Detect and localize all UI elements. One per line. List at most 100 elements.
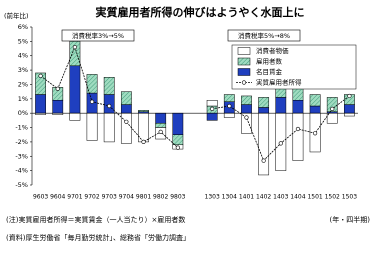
line-marker: [38, 73, 43, 78]
y-tick-label: -4%: [15, 167, 28, 175]
note: (資料)厚生労働省「毎月勤労統計」、総務省「労働力調査」: [6, 233, 190, 242]
bar: [223, 112, 235, 118]
x-tick-label: 9604: [50, 194, 65, 201]
x-tick-label: 1403: [273, 194, 288, 201]
bar: [138, 112, 149, 143]
x-tick-label: 9701: [67, 194, 82, 201]
legend-swatch: [237, 57, 251, 66]
bar: [120, 112, 132, 144]
legend-label: 消費者物価: [256, 46, 289, 55]
bar: [241, 104, 252, 114]
x-tick-label: 9803: [170, 194, 185, 201]
bar: [155, 122, 167, 128]
x-tick-label: 1503: [342, 194, 357, 201]
legend-swatch: [237, 47, 251, 55]
annotation-box: [61, 29, 135, 42]
line-marker: [124, 119, 129, 124]
annotation: 消費税率5%→8%: [238, 31, 290, 40]
line-marker: [295, 126, 301, 132]
line-marker: [261, 158, 266, 163]
bar: [326, 97, 338, 112]
y-tick-label: 5%: [18, 37, 28, 45]
line-marker: [347, 93, 352, 99]
x-tick-label: 9702: [84, 194, 99, 201]
bar: [52, 100, 64, 114]
chart-title: 実質雇用者所得の伸びはようやく水面上に: [96, 5, 305, 19]
legend-box: [231, 44, 357, 90]
y-tick-label: -1%: [15, 124, 28, 132]
bar: [35, 94, 46, 114]
bar: [69, 41, 81, 67]
bar: [120, 104, 132, 114]
bar: [86, 74, 98, 94]
line-marker: [278, 141, 283, 146]
line-marker: [72, 45, 77, 50]
bar: [275, 97, 287, 114]
bar: [172, 134, 184, 146]
line-marker: [158, 129, 163, 134]
x-tick-label: 9801: [136, 194, 151, 201]
legend-marker: [241, 80, 247, 85]
bar: [103, 94, 115, 114]
bar: [258, 107, 270, 114]
line-marker: [175, 145, 180, 150]
note: (注)実質雇用者所得＝実質賃金（一人当たり）×雇用者数: [6, 215, 185, 224]
bar: [35, 72, 46, 95]
x-tick-label: 9704: [119, 194, 134, 201]
bar: [155, 112, 167, 124]
bar: [138, 110, 149, 112]
bar: [103, 112, 115, 143]
bar: [258, 97, 270, 108]
legend-label: 名目賃金: [256, 67, 283, 76]
bar: [258, 112, 270, 176]
line-marker: [227, 103, 232, 109]
bar: [309, 105, 321, 114]
x-tick-label: 1402: [256, 194, 271, 201]
bar: [292, 100, 304, 114]
bar: [292, 112, 304, 161]
bar: [69, 65, 81, 114]
legend-label: 実質雇用者所得: [256, 78, 302, 87]
bar: [86, 112, 98, 141]
x-tick-label: 1502: [325, 194, 340, 201]
x-tick-label: 1501: [307, 194, 322, 201]
bar: [223, 94, 235, 102]
y-tick-label: 6%: [18, 23, 28, 31]
bar: [344, 104, 355, 114]
y-tick-label: 4%: [18, 52, 28, 60]
y-tick-label: 1%: [18, 95, 28, 103]
y-tick-label: 3%: [18, 66, 28, 74]
bar: [103, 77, 115, 95]
x-tick-label: 9603: [33, 194, 48, 201]
line-marker: [55, 86, 60, 91]
line-marker: [141, 139, 146, 145]
bar: [344, 112, 355, 117]
x-tick-label: 1401: [239, 194, 254, 201]
annotation-box: [227, 29, 301, 42]
y-axis-label: (前年比): [4, 11, 29, 20]
legend-label: 雇用者数: [256, 57, 283, 66]
y-tick-label: 2%: [18, 80, 28, 88]
x-tick-label: 1303: [205, 194, 220, 201]
bar: [120, 91, 132, 105]
line-marker: [330, 106, 335, 111]
y-tick-label: -5%: [15, 181, 28, 189]
annotation: 消費税率3%→5%: [72, 31, 124, 40]
bar: [69, 112, 81, 121]
y-tick-label: 0%: [18, 109, 28, 117]
y-tick-label: -3%: [15, 152, 28, 160]
line-marker: [244, 115, 249, 120]
x-tick-label: 1304: [222, 194, 237, 201]
x-tick-label: 1404: [290, 194, 305, 201]
bar: [206, 100, 218, 107]
legend-swatch: [237, 68, 251, 76]
line-marker: [89, 99, 95, 104]
y-tick-label: -2%: [15, 138, 28, 146]
bar: [309, 94, 321, 107]
bar: [241, 95, 252, 105]
x-tick-label: 9703: [102, 194, 117, 201]
x-axis-label: (年・四半期): [330, 215, 371, 224]
bar: [172, 112, 184, 135]
line-marker: [313, 131, 318, 136]
